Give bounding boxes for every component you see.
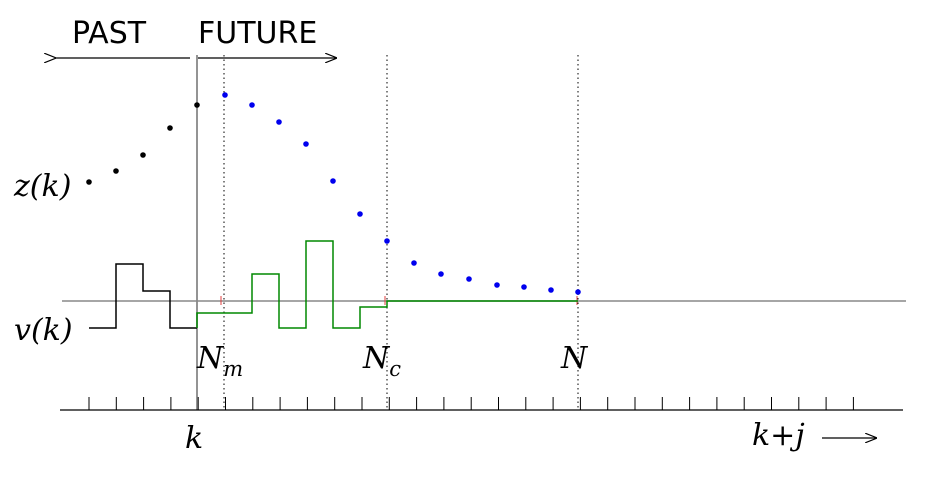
time-axis-ticks — [88, 397, 854, 410]
predicted-point — [521, 284, 527, 290]
past-point — [140, 152, 146, 158]
past-point — [167, 125, 173, 131]
v-of-k-text: v(k) — [14, 313, 73, 348]
past-point — [194, 102, 200, 108]
z-of-k-text: z(k) — [13, 169, 71, 204]
predicted-point — [249, 102, 255, 108]
predicted-point — [494, 282, 500, 288]
v-of-k-label: v(k) — [14, 313, 73, 348]
predicted-point — [411, 260, 417, 266]
future-input-staircase — [196, 240, 578, 329]
predicted-point — [222, 92, 228, 98]
past-label: PAST — [72, 16, 147, 51]
predicted-point — [548, 287, 554, 293]
past-point — [86, 179, 92, 185]
predicted-point — [303, 141, 309, 147]
past-point — [113, 168, 119, 174]
nc-label-sub: c — [389, 357, 401, 381]
nm-label-base: N — [196, 341, 225, 376]
predicted-point — [384, 238, 390, 244]
future-label: FUTURE — [198, 16, 317, 51]
nm-label: Nm — [196, 341, 243, 381]
k-plus-j-label: k+j — [752, 418, 805, 453]
nc-label-base: N — [362, 341, 391, 376]
k-label: k — [185, 421, 203, 456]
past-input-staircase — [89, 263, 197, 329]
z-of-k-label: z(k) — [13, 169, 71, 204]
predicted-point — [330, 178, 336, 184]
predicted-point — [438, 271, 444, 277]
n-label: N — [560, 341, 589, 376]
predicted-output-points — [222, 92, 581, 295]
predicted-point — [575, 289, 581, 295]
nc-label: Nc — [362, 341, 401, 381]
predicted-point — [276, 119, 282, 125]
predicted-point — [466, 276, 472, 282]
past-output-points — [86, 102, 200, 185]
predicted-point — [357, 211, 363, 217]
nm-label-sub: m — [223, 357, 243, 381]
